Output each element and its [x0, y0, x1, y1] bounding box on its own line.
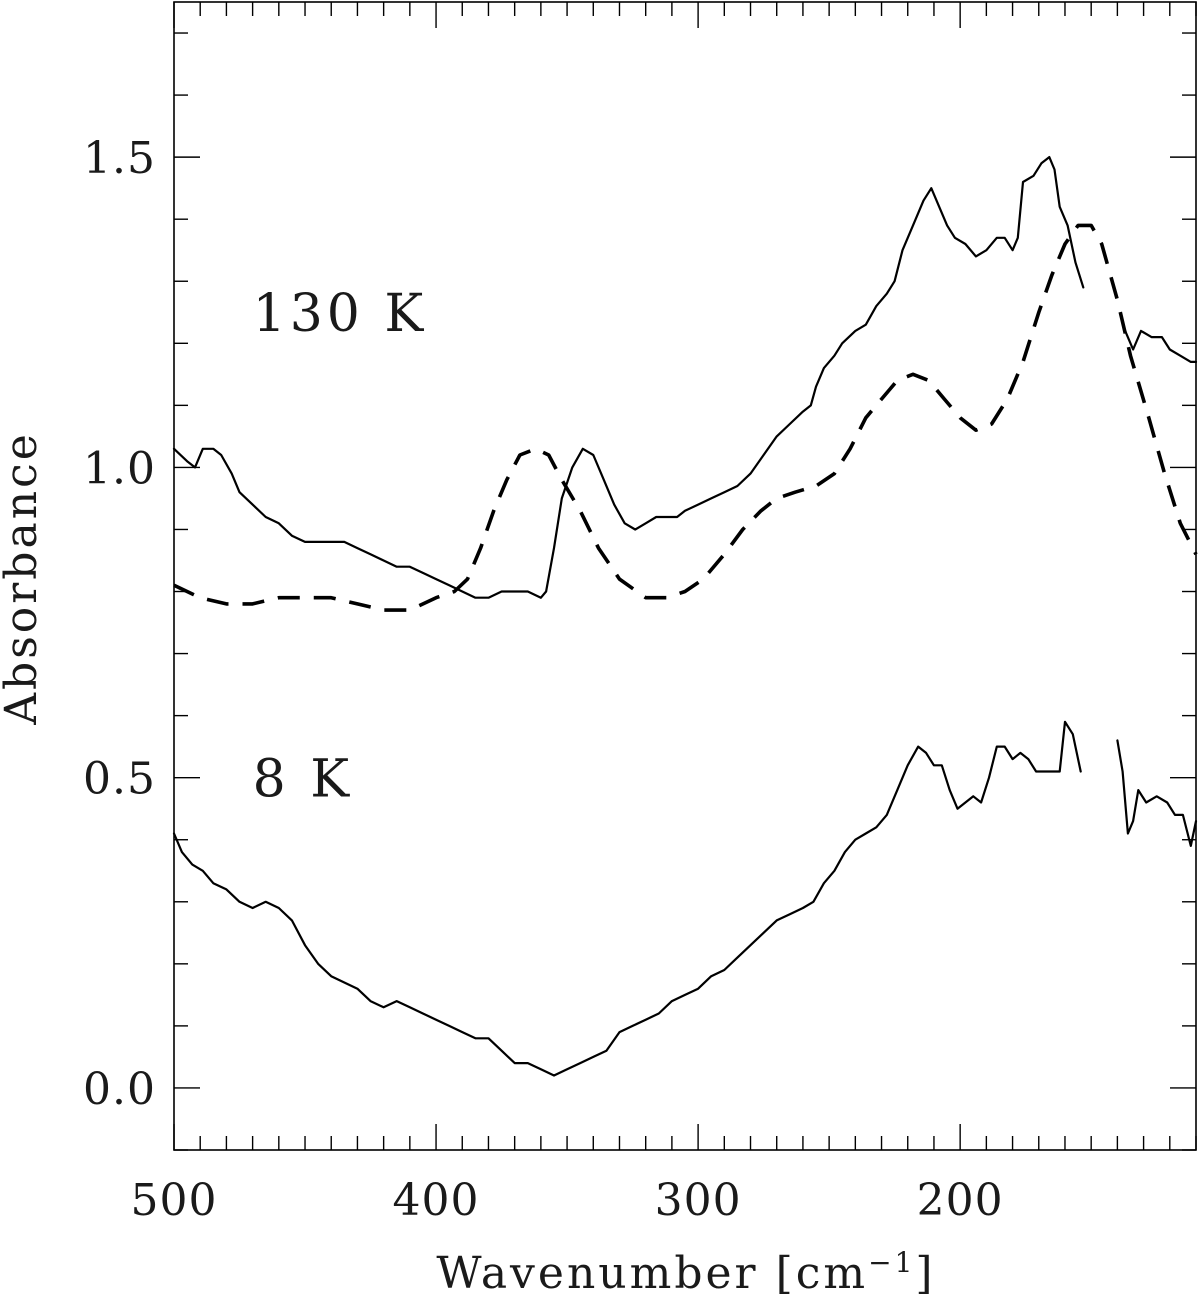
temperature-label: 8 K	[253, 749, 353, 809]
spectrum-line	[1116, 739, 1198, 847]
x-tick-label: 500	[131, 1175, 218, 1226]
x-axis-title-exponent: −1	[868, 1246, 915, 1279]
x-axis-title: Wavenumber [cm−1]	[436, 1246, 935, 1300]
dashed-spectrum-line	[173, 223, 1198, 612]
spectrum-line	[1124, 329, 1198, 363]
spectrum-line	[172, 156, 1085, 599]
y-tick-label: 1.5	[83, 133, 156, 184]
x-tick-label: 400	[393, 1175, 480, 1226]
y-tick-labels: 0.0 0.5 1.0 1.5	[83, 133, 156, 1115]
annotations: 130 K 8 K	[253, 284, 428, 809]
spectrum-line	[172, 720, 1082, 1077]
x-axis-title-main: Wavenumber [cm	[436, 1248, 868, 1299]
y-axis-title: Absorbance	[0, 431, 47, 725]
x-axis-title-suffix: ]	[915, 1248, 935, 1299]
y-tick-label: 0.0	[83, 1064, 156, 1115]
x-tick-labels: 500 400 300 200	[131, 1175, 1004, 1226]
y-tick-label: 1.0	[83, 443, 156, 494]
axis-ticks	[173, 2, 1197, 1151]
y-tick-label: 0.5	[83, 754, 156, 805]
x-tick-label: 200	[917, 1175, 1004, 1226]
temperature-label: 130 K	[253, 284, 428, 344]
plot-series	[172, 156, 1198, 1077]
x-tick-label: 300	[655, 1175, 742, 1226]
plot-frame	[173, 1, 1197, 1151]
